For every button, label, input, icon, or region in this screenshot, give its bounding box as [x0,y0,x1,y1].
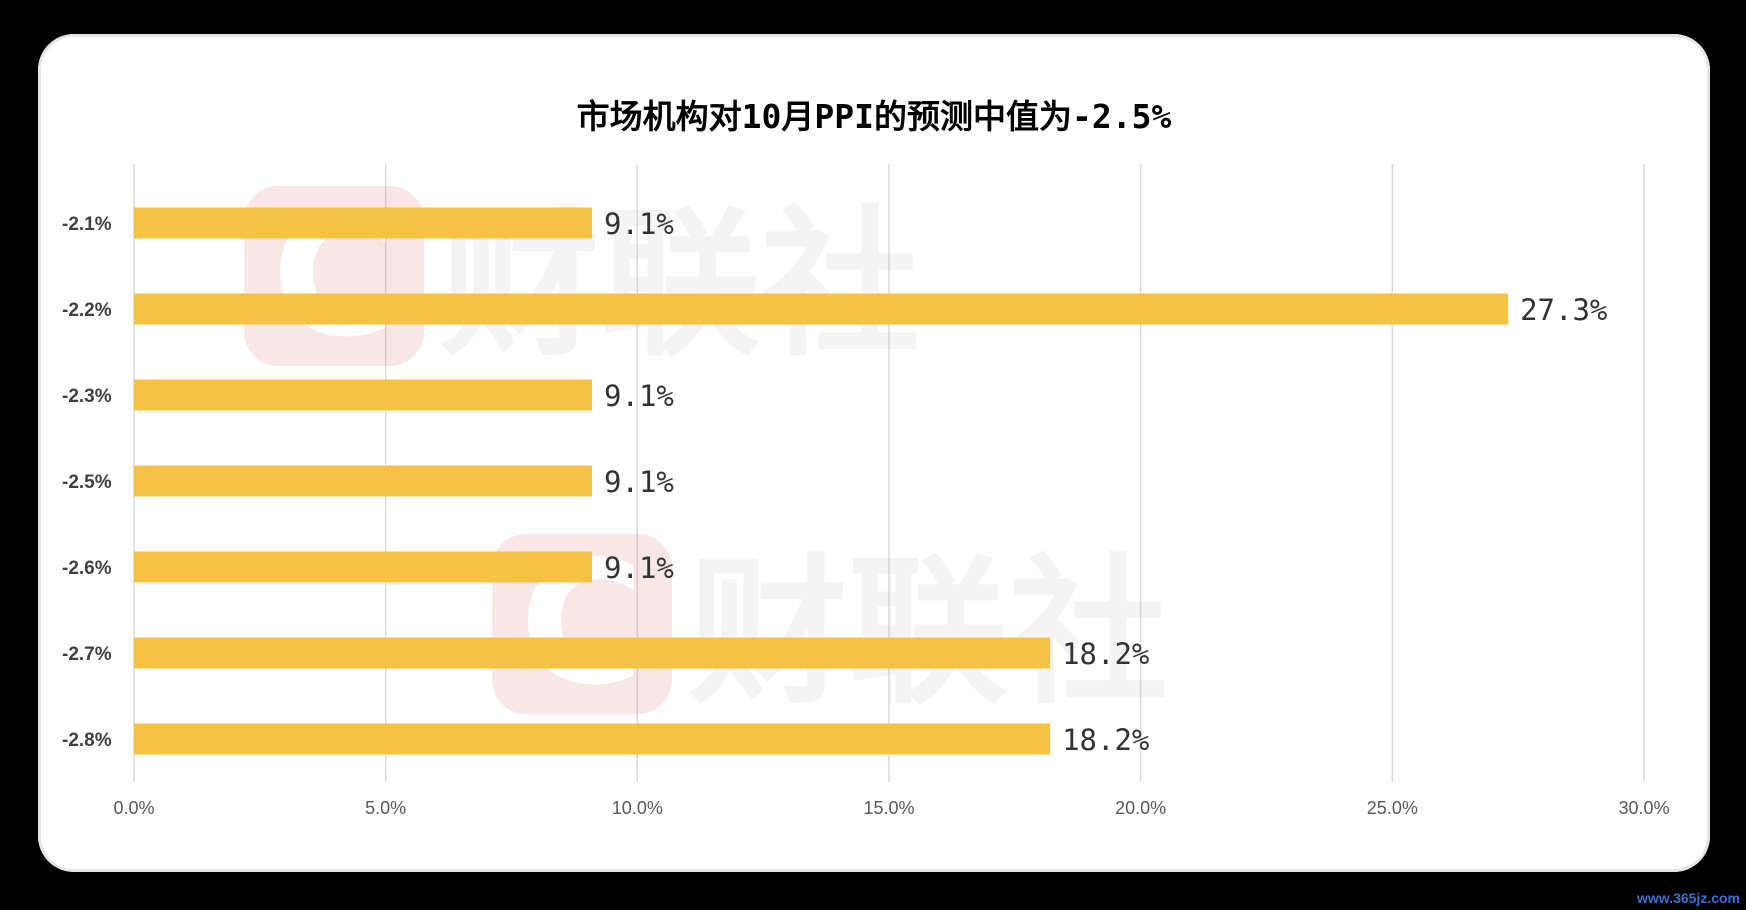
x-tick-label: 10.0% [612,798,663,818]
category-label: -2.5% [62,472,112,493]
data-label: 9.1% [604,379,674,413]
data-label: 9.1% [604,551,674,585]
watermark-logo: C 财联社 [492,525,1168,726]
data-label: 9.1% [604,465,674,499]
bar [134,379,593,411]
bar [134,723,1051,755]
watermark-logo: C 财联社 [244,177,920,378]
chart-title: 市场机构对10月PPI的预测中值为-2.5% [576,97,1172,136]
category-label: -2.2% [62,300,112,321]
x-tick-label: 30.0% [1618,798,1669,818]
bar [134,207,593,239]
x-tick-label: 0.0% [113,798,154,818]
bar [134,293,1509,325]
labels: 0.0% 5.0% 10.0% 15.0% 20.0% 25.0% 30.0% -2.1% 9.… [62,207,1670,818]
bar [134,465,593,497]
bar [134,637,1051,669]
data-label: 27.3% [1520,293,1607,327]
category-label: -2.7% [62,644,112,665]
data-label: 9.1% [604,207,674,241]
watermark-text: 财联社 [688,539,1168,726]
x-tick-label: 20.0% [1115,798,1166,818]
x-tick-label: 25.0% [1367,798,1418,818]
category-label: -2.3% [62,386,112,407]
category-label: -2.1% [62,214,112,235]
bars [134,207,1509,755]
x-tick-label: 5.0% [365,798,406,818]
site-watermark: www.365jz.com [1637,890,1740,906]
category-label: -2.8% [62,730,112,751]
data-label: 18.2% [1062,723,1149,757]
watermark-logo-letter: C [272,177,397,375]
x-tick-label: 15.0% [863,798,914,818]
bar [134,551,593,583]
data-label: 18.2% [1062,637,1149,671]
category-label: -2.6% [62,558,112,579]
chart-card: 市场机构对10月PPI的预测中值为-2.5% C 财联社 C 财联社 0.0% 5.0%… [38,34,1710,872]
